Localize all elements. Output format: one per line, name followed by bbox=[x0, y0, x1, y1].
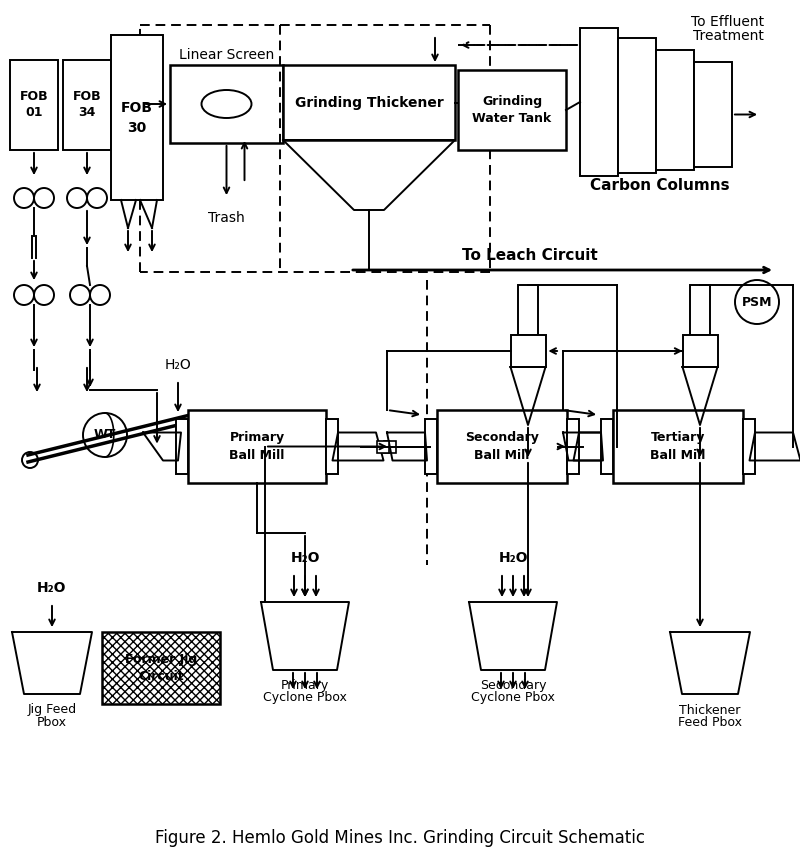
Text: Carbon Columns: Carbon Columns bbox=[590, 178, 730, 192]
Text: Primary: Primary bbox=[230, 431, 285, 444]
Text: Thickener: Thickener bbox=[679, 703, 741, 716]
Bar bbox=[743, 419, 755, 474]
Bar bbox=[10, 60, 58, 150]
Bar bbox=[613, 410, 743, 483]
Bar bbox=[690, 285, 710, 335]
Polygon shape bbox=[510, 367, 546, 425]
Bar bbox=[377, 441, 389, 453]
Ellipse shape bbox=[202, 90, 251, 118]
Text: 01: 01 bbox=[26, 107, 42, 120]
Text: 30: 30 bbox=[127, 120, 146, 134]
Bar bbox=[580, 28, 618, 176]
Text: 34: 34 bbox=[78, 107, 96, 120]
Text: PSM: PSM bbox=[742, 295, 772, 308]
Bar bbox=[694, 62, 732, 167]
Bar bbox=[283, 65, 455, 140]
Bar bbox=[111, 35, 163, 200]
Text: H₂O: H₂O bbox=[290, 551, 320, 565]
Text: Linear Screen: Linear Screen bbox=[179, 48, 274, 62]
Bar bbox=[567, 419, 579, 474]
Polygon shape bbox=[283, 140, 455, 210]
Text: Grinding: Grinding bbox=[482, 95, 542, 108]
Polygon shape bbox=[682, 367, 718, 425]
Text: H₂O: H₂O bbox=[498, 551, 528, 565]
Text: H₂O: H₂O bbox=[38, 581, 66, 595]
Bar bbox=[63, 60, 111, 150]
Text: Pbox: Pbox bbox=[37, 715, 67, 728]
Polygon shape bbox=[670, 632, 750, 694]
Bar bbox=[437, 410, 567, 483]
Bar bbox=[188, 410, 326, 483]
Text: To Leach Circuit: To Leach Circuit bbox=[462, 248, 598, 262]
Text: To Effluent: To Effluent bbox=[691, 15, 765, 29]
Bar bbox=[102, 632, 220, 704]
Text: Cyclone Pbox: Cyclone Pbox bbox=[263, 691, 347, 705]
Text: Former Jig: Former Jig bbox=[125, 652, 197, 665]
Text: Ball Mill: Ball Mill bbox=[650, 449, 706, 462]
Bar bbox=[510, 335, 546, 367]
Text: Water Tank: Water Tank bbox=[472, 112, 552, 125]
Text: Feed Pbox: Feed Pbox bbox=[678, 715, 742, 728]
Polygon shape bbox=[469, 602, 557, 670]
Text: Ball Mill: Ball Mill bbox=[230, 449, 285, 462]
Polygon shape bbox=[143, 432, 181, 461]
Polygon shape bbox=[563, 432, 603, 461]
Text: FOB: FOB bbox=[20, 91, 48, 104]
Text: Ball Mill: Ball Mill bbox=[474, 449, 530, 462]
Text: H₂O: H₂O bbox=[165, 358, 191, 372]
Bar bbox=[326, 419, 338, 474]
Text: Treatment: Treatment bbox=[693, 29, 763, 43]
Polygon shape bbox=[750, 432, 800, 461]
Bar bbox=[656, 50, 694, 170]
Text: WT: WT bbox=[94, 429, 116, 442]
Bar bbox=[425, 419, 437, 474]
Text: Tertiary: Tertiary bbox=[651, 431, 705, 444]
Bar bbox=[458, 70, 566, 150]
Bar bbox=[601, 419, 613, 474]
Text: Primary: Primary bbox=[281, 680, 329, 693]
Bar bbox=[618, 38, 656, 173]
Text: Circuit: Circuit bbox=[138, 670, 184, 683]
Bar bbox=[518, 285, 538, 335]
Text: Trash: Trash bbox=[208, 211, 245, 225]
Polygon shape bbox=[261, 602, 349, 670]
Text: FOB: FOB bbox=[121, 100, 153, 114]
Bar bbox=[102, 632, 220, 704]
Polygon shape bbox=[574, 432, 625, 461]
Text: Secondary: Secondary bbox=[480, 680, 546, 693]
Text: Grinding Thickener: Grinding Thickener bbox=[294, 95, 443, 109]
Bar bbox=[682, 335, 718, 367]
Polygon shape bbox=[387, 432, 427, 461]
Text: FOB: FOB bbox=[73, 91, 102, 104]
Polygon shape bbox=[12, 632, 92, 694]
Bar bbox=[176, 419, 188, 474]
Bar bbox=[384, 441, 396, 453]
Text: Figure 2. Hemlo Gold Mines Inc. Grinding Circuit Schematic: Figure 2. Hemlo Gold Mines Inc. Grinding… bbox=[155, 829, 645, 847]
Text: Secondary: Secondary bbox=[465, 431, 539, 444]
Polygon shape bbox=[333, 432, 383, 461]
Text: Jig Feed: Jig Feed bbox=[27, 703, 77, 716]
Text: Cyclone Pbox: Cyclone Pbox bbox=[471, 691, 555, 705]
Bar bbox=[170, 65, 283, 143]
